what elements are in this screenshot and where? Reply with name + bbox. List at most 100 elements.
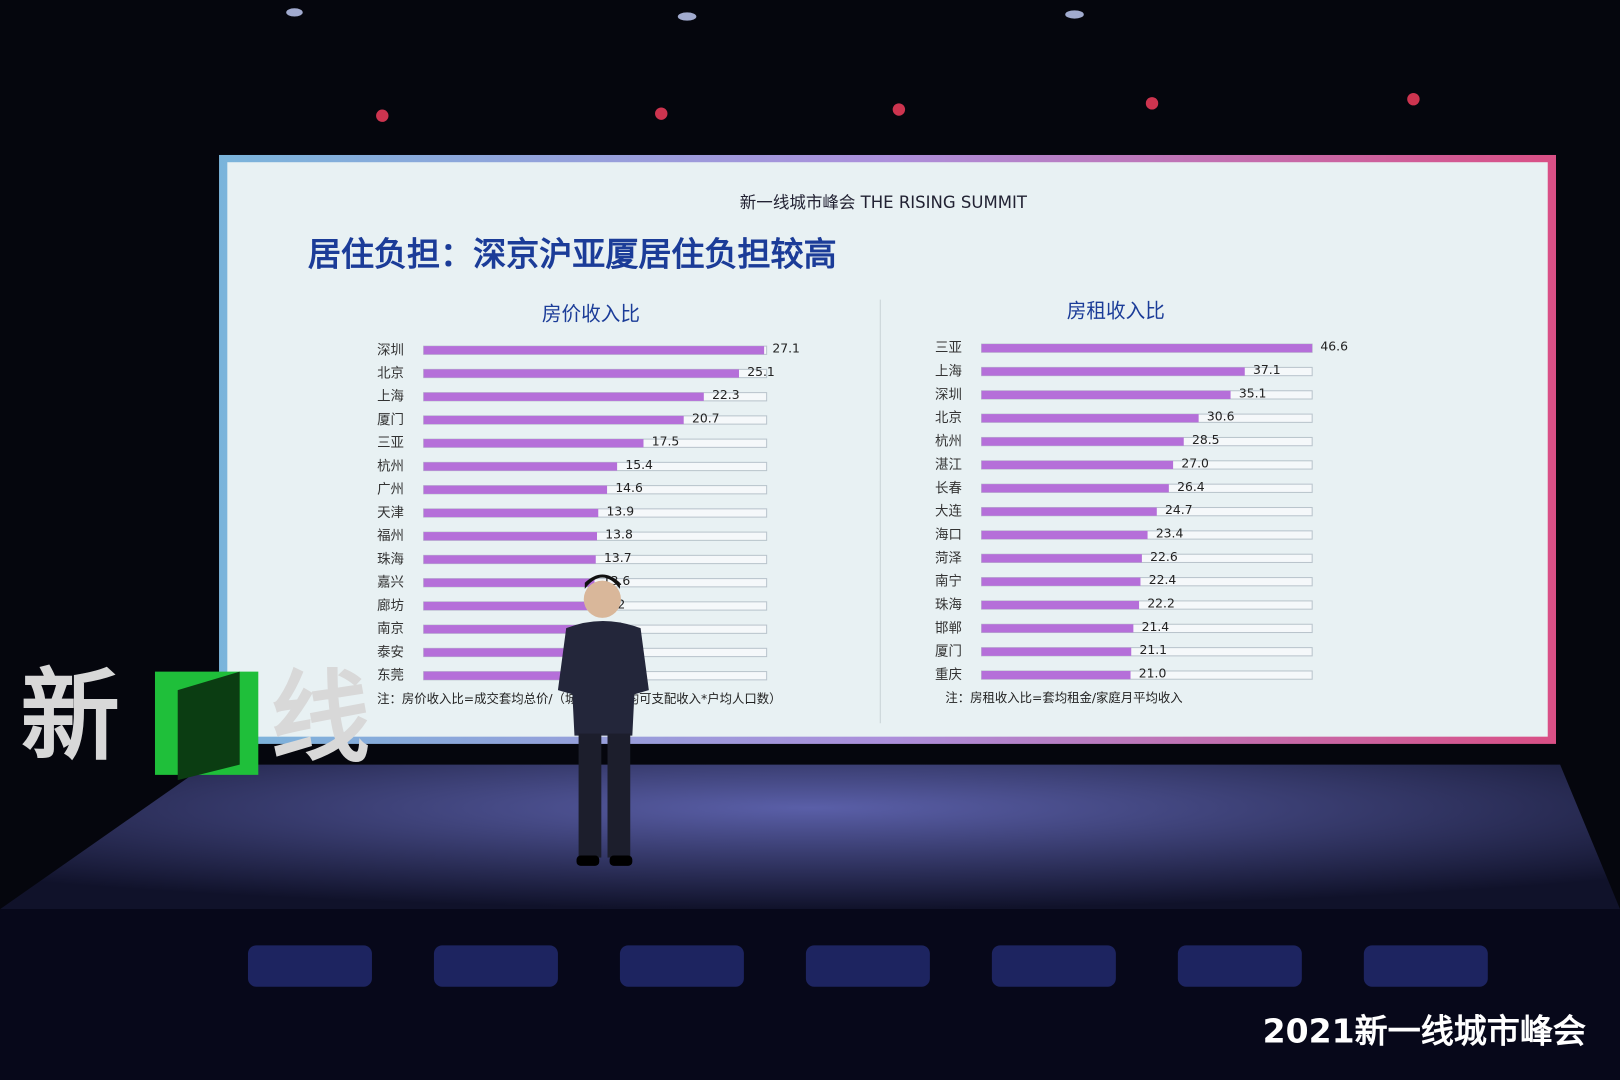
category-label: 长春 xyxy=(935,480,962,496)
value-label: 26.4 xyxy=(1177,479,1205,494)
bar xyxy=(423,392,704,401)
category-label: 重庆 xyxy=(935,667,962,683)
bar xyxy=(981,624,1134,633)
category-label: 东莞 xyxy=(377,668,404,684)
category-label: 南宁 xyxy=(935,573,962,590)
bar xyxy=(981,507,1157,516)
value-label: 46.6 xyxy=(1320,339,1348,354)
bar xyxy=(981,577,1141,586)
bar xyxy=(423,462,618,471)
value-label: 21.0 xyxy=(1139,666,1167,681)
value-label: 20.7 xyxy=(692,410,720,425)
value-label: 28.5 xyxy=(1192,432,1220,447)
stage-floor xyxy=(0,764,1620,910)
bar xyxy=(981,530,1148,540)
bar xyxy=(423,671,584,680)
value-label: 22.4 xyxy=(1149,572,1177,587)
category-label: 上海 xyxy=(377,389,404,405)
category-label: 杭州 xyxy=(377,458,404,474)
category-label: 海口 xyxy=(935,527,962,543)
bar xyxy=(981,344,1313,353)
value-label: 13.8 xyxy=(605,527,633,542)
bar xyxy=(423,601,590,611)
logo: 新 线 xyxy=(21,660,370,781)
bar xyxy=(423,346,765,355)
speaker xyxy=(557,574,649,866)
event-header: 新一线城市峰会 THE RISING SUMMIT xyxy=(740,193,1028,212)
chart-note: 注：房租收入比=套均租金/家庭月平均收入 xyxy=(945,690,1182,705)
category-label: 北京 xyxy=(377,366,404,382)
bar xyxy=(423,369,739,378)
category-label: 三亚 xyxy=(377,436,404,451)
category-label: 厦门 xyxy=(935,644,962,660)
bar xyxy=(423,415,684,425)
value-label: 23.4 xyxy=(1156,525,1184,540)
chart-title: 房租收入比 xyxy=(1067,300,1165,323)
logo-left: 新 xyxy=(21,660,120,775)
category-label: 菏泽 xyxy=(935,550,962,566)
category-label: 福州 xyxy=(377,528,404,544)
bar xyxy=(423,578,595,587)
category-label: 广州 xyxy=(377,482,404,498)
value-label: 14.6 xyxy=(615,480,643,495)
value-label: 22.3 xyxy=(712,387,740,402)
value-label: 30.6 xyxy=(1207,409,1235,424)
category-label: 北京 xyxy=(935,410,962,426)
category-label: 天津 xyxy=(377,505,404,521)
value-label: 27.0 xyxy=(1181,455,1209,470)
category-label: 嘉兴 xyxy=(377,575,404,591)
category-label: 邯郸 xyxy=(935,620,962,636)
chart-title: 房价收入比 xyxy=(542,303,640,326)
bar xyxy=(981,647,1132,656)
bar xyxy=(423,555,596,564)
value-label: 22.6 xyxy=(1150,549,1178,564)
bar xyxy=(981,367,1245,376)
audience xyxy=(0,909,1620,1080)
value-label: 21.1 xyxy=(1140,642,1168,657)
category-label: 廊坊 xyxy=(377,597,404,614)
category-label: 深圳 xyxy=(935,387,962,403)
bar xyxy=(423,485,608,494)
category-label: 杭州 xyxy=(935,434,962,450)
bar xyxy=(423,508,599,518)
category-label: 厦门 xyxy=(377,412,404,428)
value-label: 25.1 xyxy=(747,364,775,379)
bar xyxy=(981,600,1140,610)
value-label: 22.2 xyxy=(1147,596,1175,611)
bar xyxy=(423,532,598,541)
bar xyxy=(981,437,1184,446)
bar xyxy=(981,390,1231,400)
value-label: 37.1 xyxy=(1253,362,1281,377)
category-label: 深圳 xyxy=(377,342,404,358)
category-label: 上海 xyxy=(935,364,962,380)
category-label: 湛江 xyxy=(935,457,962,473)
bar xyxy=(423,625,589,634)
category-label: 三亚 xyxy=(935,341,962,356)
bar xyxy=(981,484,1169,493)
seats xyxy=(247,945,1488,987)
value-label: 24.7 xyxy=(1165,502,1193,517)
bar xyxy=(981,460,1174,470)
category-label: 珠海 xyxy=(935,597,962,613)
value-label: 15.4 xyxy=(625,457,653,472)
bar xyxy=(981,554,1142,563)
value-label: 27.1 xyxy=(772,341,800,356)
bar xyxy=(423,648,586,657)
category-label: 泰安 xyxy=(377,644,404,660)
ceiling-lights xyxy=(286,8,1420,122)
value-label: 17.5 xyxy=(652,434,680,449)
slide xyxy=(227,162,1548,737)
category-label: 大连 xyxy=(935,504,962,520)
caption: 2021新一线城市峰会 xyxy=(1263,1012,1586,1051)
value-label: 35.1 xyxy=(1239,385,1267,400)
value-label: 13.7 xyxy=(604,550,632,565)
bar xyxy=(981,670,1131,680)
category-label: 珠海 xyxy=(377,551,404,567)
category-label: 南京 xyxy=(377,621,404,637)
bar xyxy=(981,414,1199,423)
bar xyxy=(423,439,644,448)
slide-title: 居住负担：深京沪亚厦居住负担较高 xyxy=(308,235,837,274)
value-label: 13.9 xyxy=(607,503,635,518)
